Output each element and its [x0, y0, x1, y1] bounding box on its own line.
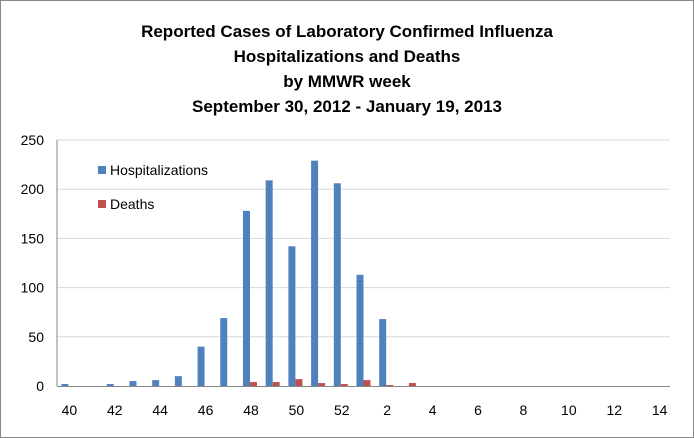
x-tick-label: 42	[107, 402, 123, 418]
bar-hospitalizations-49	[265, 180, 273, 386]
x-tick-label: 46	[198, 402, 214, 418]
legend-label-hospitalizations: Hospitalizations	[110, 162, 208, 178]
bar-deaths-52	[340, 384, 348, 386]
chart-title-line-4: September 30, 2012 - January 19, 2013	[192, 97, 502, 116]
x-tick-label: 4	[429, 402, 437, 418]
y-tick-label: 200	[21, 181, 45, 197]
bar-deaths-2	[386, 385, 394, 386]
y-tick-label: 100	[21, 280, 45, 296]
bar-hospitalizations-1	[356, 274, 364, 386]
legend-swatch-hospitalizations	[98, 166, 106, 174]
x-tick-label: 52	[334, 402, 350, 418]
bar-hospitalizations-46	[197, 346, 205, 386]
x-tick-label: 6	[474, 402, 482, 418]
bar-hospitalizations-40	[61, 384, 69, 386]
bar-deaths-48	[249, 382, 257, 386]
bar-deaths-3	[408, 383, 416, 386]
x-tick-label: 44	[152, 402, 168, 418]
bar-hospitalizations-50	[288, 246, 296, 386]
x-tick-label: 50	[289, 402, 305, 418]
x-tick-label: 40	[62, 402, 78, 418]
chart-title-line-1: Reported Cases of Laboratory Confirmed I…	[141, 22, 553, 41]
bar-deaths-49	[272, 382, 280, 386]
bar-deaths-51	[318, 383, 326, 386]
chart-title-line-2: Hospitalizations and Deaths	[233, 47, 461, 66]
y-tick-label: 250	[21, 132, 45, 148]
x-tick-label: 14	[652, 402, 668, 418]
x-tick-label: 8	[520, 402, 528, 418]
bar-deaths-50	[295, 379, 303, 386]
bar-hospitalizations-44	[152, 380, 160, 386]
bar-hospitalizations-51	[311, 160, 319, 386]
bar-deaths-1	[363, 380, 371, 386]
y-tick-label: 150	[21, 230, 45, 246]
bar-hospitalizations-48	[242, 210, 250, 386]
bar-hospitalizations-43	[129, 381, 137, 386]
bar-hospitalizations-2	[379, 319, 387, 386]
x-tick-label: 10	[561, 402, 577, 418]
bar-hospitalizations-42	[106, 384, 114, 386]
legend-label-deaths: Deaths	[110, 196, 154, 212]
y-tick-label: 50	[28, 329, 44, 345]
y-tick-label: 0	[36, 378, 44, 394]
bar-hospitalizations-47	[220, 318, 228, 386]
bar-hospitalizations-52	[333, 183, 341, 386]
chart-title-line-3: by MMWR week	[283, 72, 411, 91]
bar-hospitalizations-45	[174, 376, 182, 386]
x-tick-label: 48	[243, 402, 259, 418]
x-tick-label: 2	[383, 402, 391, 418]
legend-swatch-deaths	[98, 200, 106, 208]
x-tick-label: 12	[606, 402, 622, 418]
